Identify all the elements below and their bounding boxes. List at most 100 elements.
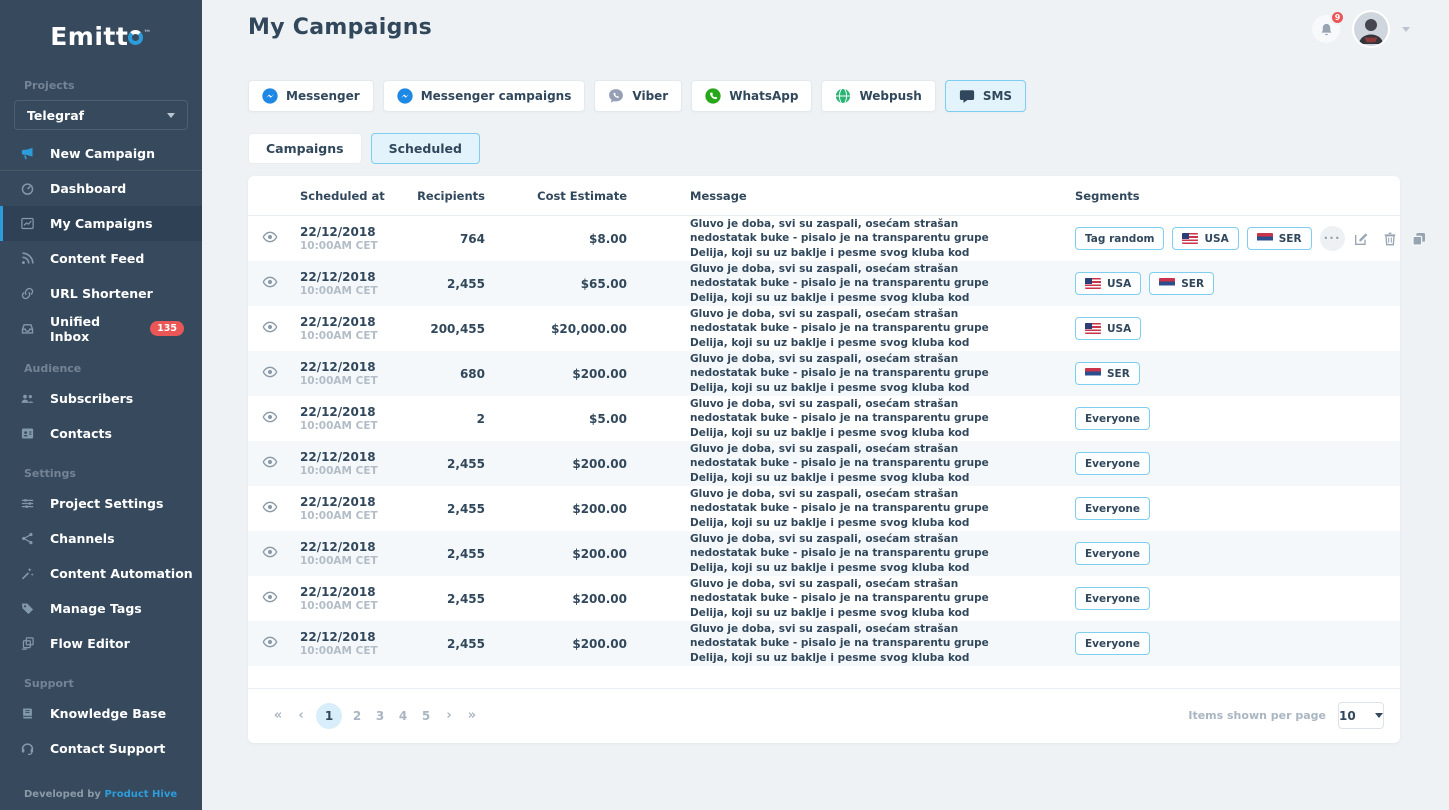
project-selector[interactable]: Telegraf: [14, 100, 188, 130]
preview-eye-icon[interactable]: [262, 409, 278, 429]
preview-eye-icon[interactable]: [262, 454, 278, 474]
tab-scheduled[interactable]: Scheduled: [370, 133, 480, 164]
sidebar-item-my-campaigns[interactable]: My Campaigns: [0, 206, 202, 241]
channel-viber[interactable]: Viber: [594, 80, 683, 112]
scheduled-date: 22/12/2018: [300, 630, 376, 644]
page-prev-button[interactable]: ‹: [298, 708, 304, 723]
sidebar-item-project-settings[interactable]: Project Settings: [0, 486, 202, 521]
preview-eye-icon[interactable]: [262, 274, 278, 294]
channel-webpush[interactable]: Webpush: [821, 80, 936, 112]
header-actions: 9: [1312, 10, 1410, 46]
scheduled-date: 22/12/2018: [300, 360, 376, 374]
preview-eye-icon[interactable]: [262, 589, 278, 609]
table-row[interactable]: 22/12/2018 10:00AM CET 200,455 $20,000.00…: [248, 306, 1400, 351]
avatar[interactable]: [1354, 12, 1388, 46]
channel-label: Viber: [632, 89, 669, 103]
sidebar-item-label: Unified Inbox: [50, 313, 101, 344]
duplicate-icon[interactable]: [1411, 231, 1427, 247]
page-button-3[interactable]: 3: [375, 708, 385, 723]
segment-chip-ser[interactable]: SER: [1149, 272, 1215, 295]
channel-messenger-campaigns[interactable]: Messenger campaigns: [382, 80, 586, 112]
table-row[interactable]: 22/12/2018 10:00AM CET 680 $200.00 Gluvo …: [248, 351, 1400, 396]
sidebar-item-url-shortener[interactable]: URL Shortener: [0, 276, 202, 311]
cost-value: $200.00: [572, 546, 627, 561]
recipients-value: 764: [459, 231, 485, 246]
segment-chip-everyone[interactable]: Everyone: [1075, 407, 1150, 430]
sidebar-item-manage-tags[interactable]: Manage Tags: [0, 591, 202, 626]
sidebar-item-dashboard[interactable]: Dashboard: [0, 171, 202, 206]
scheduled-date: 22/12/2018: [300, 450, 376, 464]
table-row[interactable]: 22/12/2018 10:00AM CET 2,455 $65.00 Gluvo…: [248, 261, 1400, 306]
settings-section-label: Settings: [24, 467, 76, 480]
preview-eye-icon[interactable]: [262, 634, 278, 654]
channel-messenger[interactable]: Messenger: [248, 80, 374, 112]
table-row[interactable]: 22/12/2018 10:00AM CET 2 $5.00 Gluvo je d…: [248, 396, 1400, 441]
table-row[interactable]: 22/12/2018 10:00AM CET 2,455 $200.00 Gluv…: [248, 441, 1400, 486]
page-button-5[interactable]: 5: [421, 708, 431, 723]
table-row[interactable]: 22/12/2018 10:00AM CET 2,455 $200.00 Gluv…: [248, 486, 1400, 531]
channel-sms[interactable]: SMS: [944, 80, 1027, 112]
segment-chip-everyone[interactable]: Everyone: [1075, 587, 1150, 610]
notifications-button[interactable]: 9: [1312, 10, 1345, 43]
project-selector-value: Telegraf: [27, 107, 85, 123]
table-row[interactable]: 22/12/2018 10:00AM CET 2,455 $200.00 Gluv…: [248, 531, 1400, 576]
page-last-button[interactable]: »: [467, 708, 477, 723]
segments-cell: USA: [1030, 317, 1400, 340]
viber-icon: [608, 88, 624, 104]
preview-eye-icon[interactable]: [262, 544, 278, 564]
message-text: Gluvo je doba, svi su zaspali, osećam st…: [690, 218, 989, 259]
segment-chip-usa[interactable]: USA: [1075, 272, 1142, 295]
recipients-value: 2,455: [447, 501, 485, 516]
preview-eye-icon[interactable]: [262, 499, 278, 519]
sms-bubble-icon: [959, 88, 975, 104]
more-segments-button[interactable]: •••: [1319, 226, 1345, 251]
items-per-page-select[interactable]: 10: [1338, 702, 1384, 729]
segment-chip-usa[interactable]: USA: [1075, 317, 1142, 340]
sidebar-item-contact-support[interactable]: Contact Support: [0, 731, 202, 766]
preview-eye-icon[interactable]: [262, 364, 278, 384]
channel-whatsapp[interactable]: WhatsApp: [691, 80, 813, 112]
sidebar-item-label: Subscribers: [50, 391, 134, 406]
sidebar-item-label: URL Shortener: [50, 286, 153, 301]
sidebar-item-subscribers[interactable]: Subscribers: [0, 381, 202, 416]
page-button-2[interactable]: 2: [352, 708, 362, 723]
sidebar-item-flow-editor[interactable]: Flow Editor: [0, 626, 202, 661]
table-row[interactable]: 22/12/2018 10:00AM CET 764 $8.00 Gluvo je…: [248, 216, 1425, 261]
segment-chip-tag[interactable]: Tag random: [1075, 227, 1165, 250]
delete-icon[interactable]: [1382, 231, 1398, 247]
segment-chip-everyone[interactable]: Everyone: [1075, 452, 1150, 475]
page-first-button[interactable]: «: [273, 708, 283, 723]
edit-icon[interactable]: [1353, 231, 1369, 247]
sidebar-item-contacts[interactable]: Contacts: [0, 416, 202, 451]
channel-label: Messenger: [286, 89, 360, 103]
segment-chip-everyone[interactable]: Everyone: [1075, 632, 1150, 655]
recipients-value: 2,455: [447, 546, 485, 561]
table-row[interactable]: 22/12/2018 10:00AM CET 2,455 $200.00 Gluv…: [248, 621, 1400, 666]
preview-eye-icon[interactable]: [262, 319, 278, 339]
sidebar-item-new-campaign[interactable]: New Campaign: [0, 136, 202, 171]
recipients-value: 2,455: [447, 456, 485, 471]
scheduled-time: 10:00AM CET: [300, 240, 378, 252]
page-button-4[interactable]: 4: [398, 708, 408, 723]
account-chevron-down-icon[interactable]: [1402, 26, 1410, 32]
globe-icon: [835, 88, 852, 104]
sidebar-item-channels[interactable]: Channels: [0, 521, 202, 556]
segment-chip-everyone[interactable]: Everyone: [1075, 497, 1150, 520]
developer-link[interactable]: Product Hive: [104, 789, 178, 800]
sidebar-item-knowledge-base[interactable]: Knowledge Base: [0, 696, 202, 731]
page-next-button[interactable]: ›: [446, 708, 452, 723]
tab-campaigns[interactable]: Campaigns: [248, 133, 362, 164]
page-button-1[interactable]: 1: [316, 702, 342, 729]
preview-eye-icon[interactable]: [262, 229, 278, 249]
sidebar-item-unified-inbox[interactable]: Unified Inbox 135: [0, 311, 202, 346]
recipients-value: 2,455: [447, 591, 485, 606]
sidebar-item-content-feed[interactable]: Content Feed: [0, 241, 202, 276]
table-row[interactable]: 22/12/2018 10:00AM CET 2,455 $200.00 Gluv…: [248, 576, 1400, 621]
segment-chip-ser[interactable]: SER: [1246, 227, 1312, 250]
segment-chip-everyone[interactable]: Everyone: [1075, 542, 1150, 565]
scheduled-time: 10:00AM CET: [300, 330, 378, 342]
segment-chip-ser[interactable]: SER: [1075, 362, 1140, 385]
chevron-down-icon: [167, 112, 175, 118]
sidebar-item-content-automation[interactable]: Content Automation: [0, 556, 202, 591]
segment-chip-usa[interactable]: USA: [1172, 227, 1239, 250]
